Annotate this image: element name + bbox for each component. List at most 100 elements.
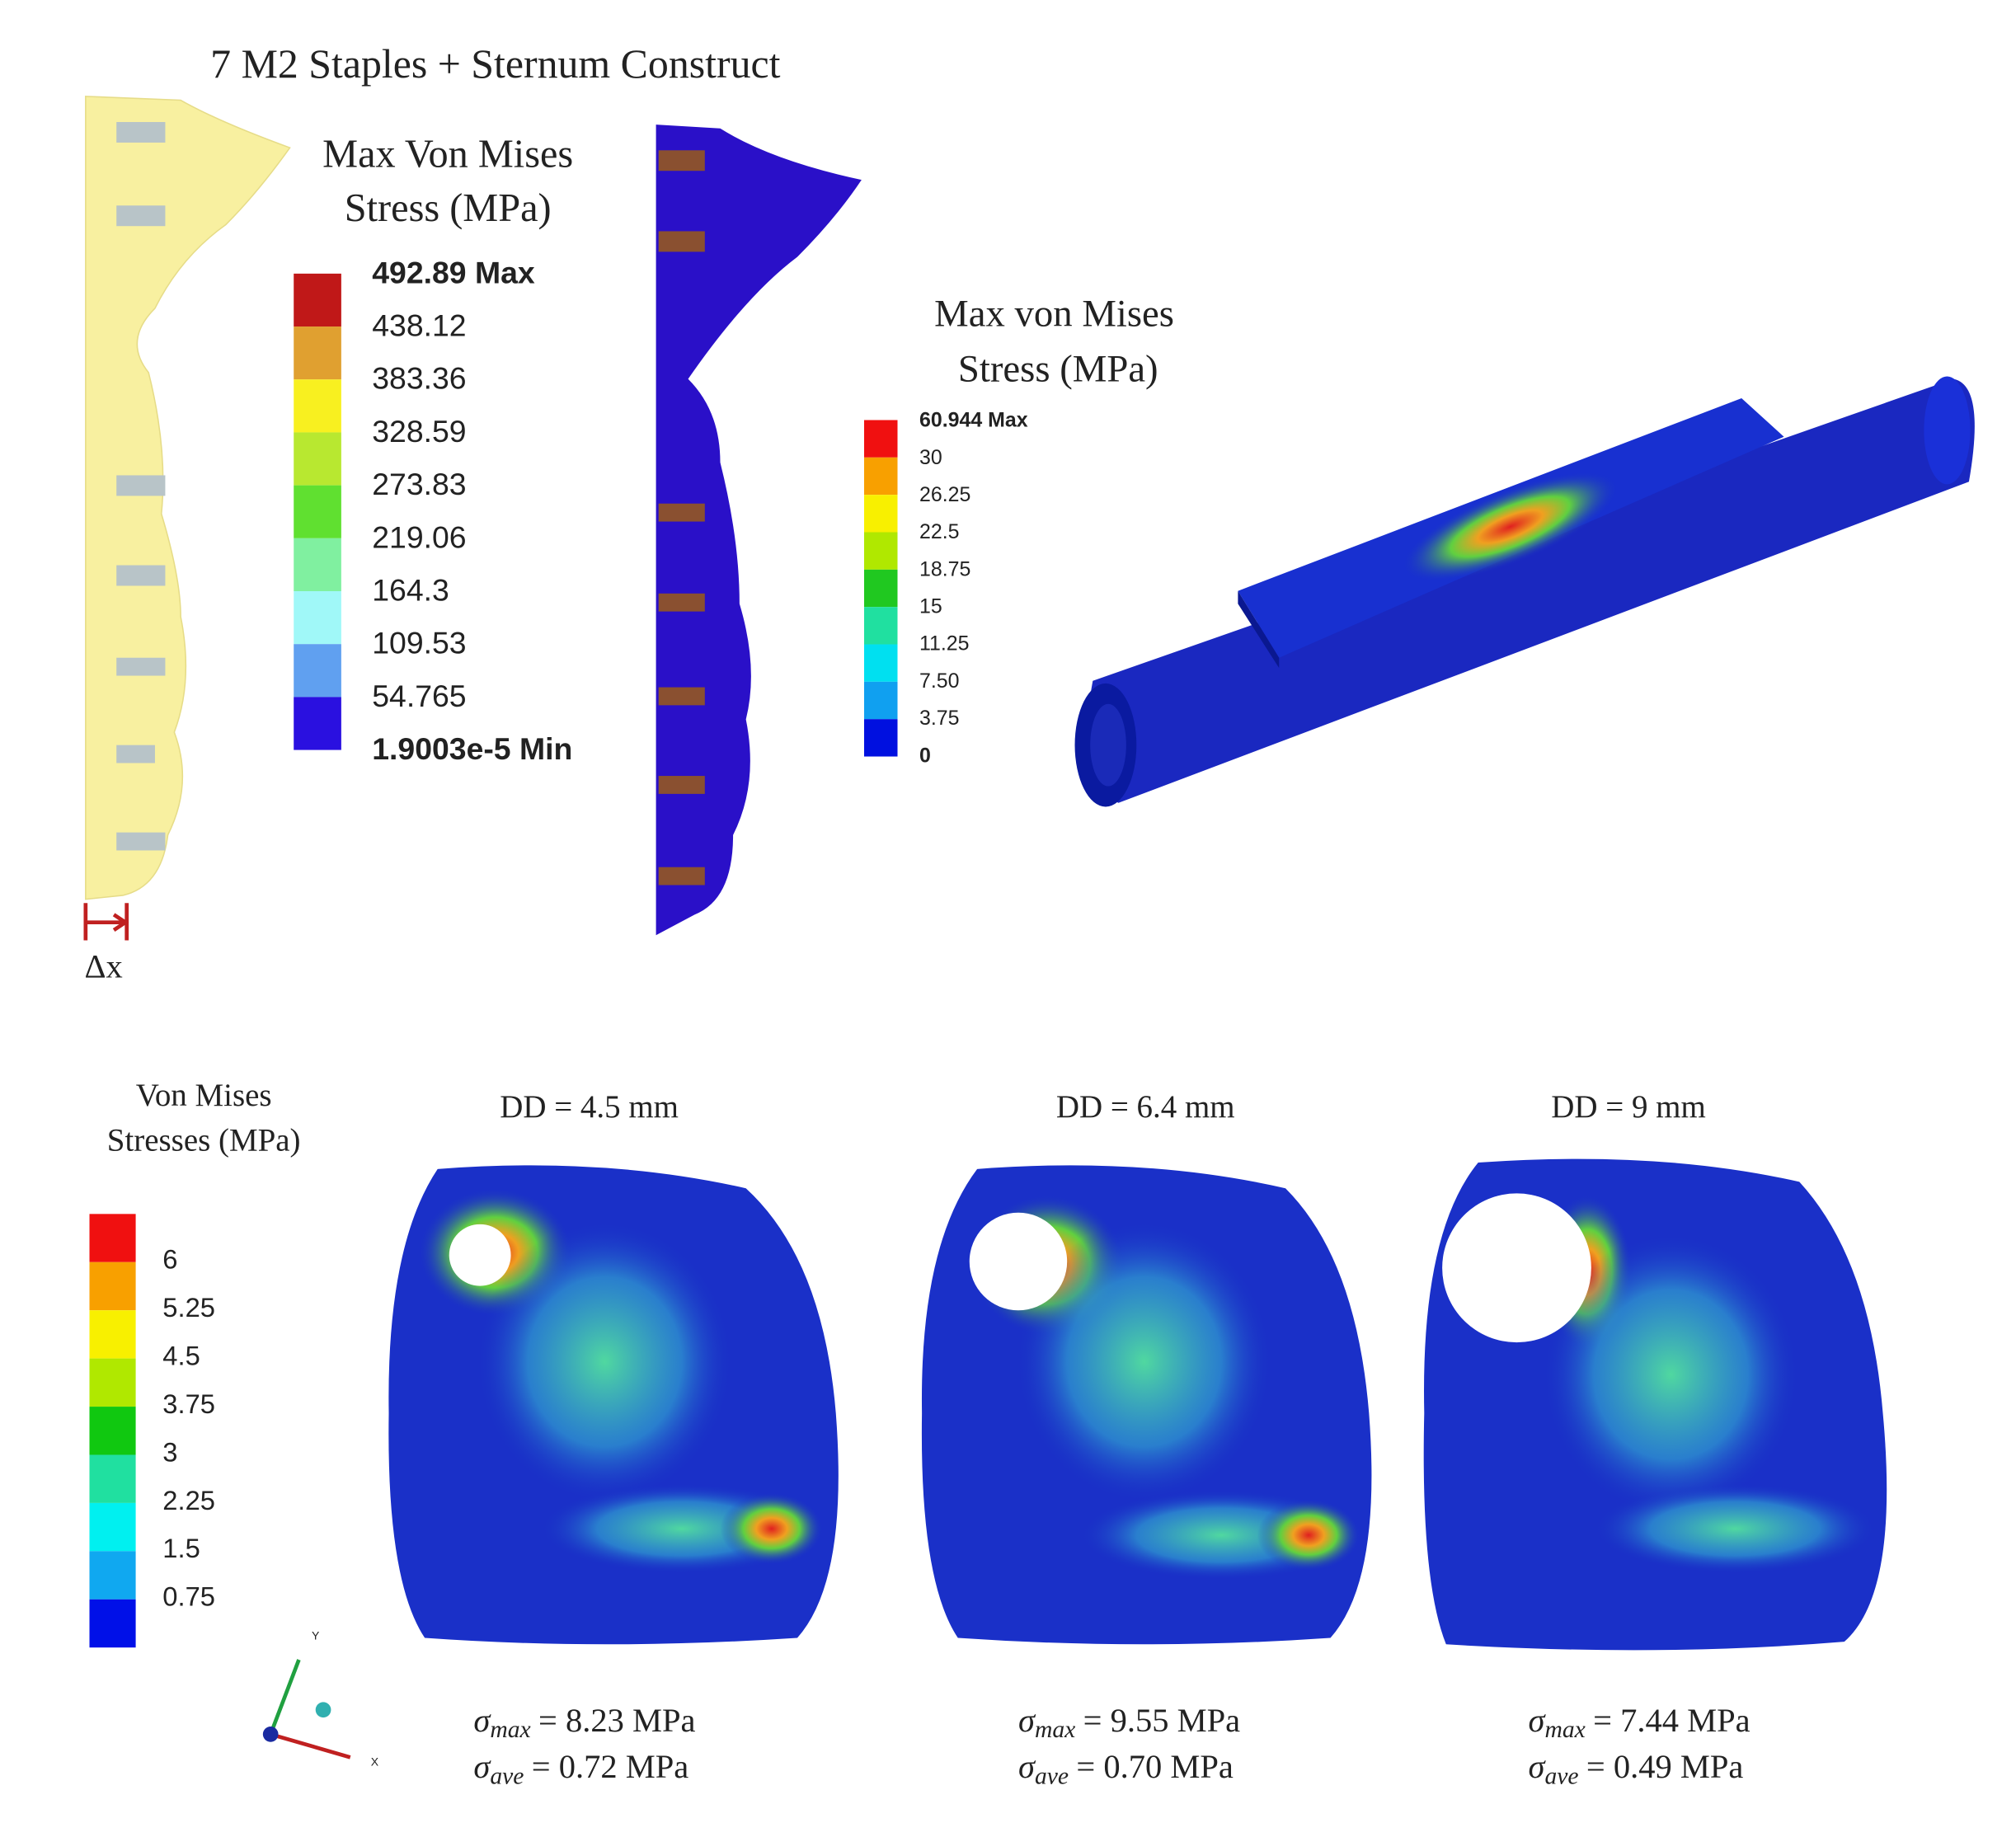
colorbar-label: 273.83 [372, 467, 466, 501]
legend-title: Von Mises [136, 1078, 272, 1113]
subscript: ave [1544, 1763, 1578, 1789]
colorbar-segment [863, 607, 898, 645]
legend-title: Stress (MPa) [958, 348, 1158, 391]
colorbar-label: 3 [162, 1436, 177, 1467]
colorbar-segment [89, 1454, 136, 1503]
sternum-model [85, 96, 291, 900]
colorbar-segment [863, 495, 898, 533]
colorbar-label: 22.5 [919, 520, 959, 543]
colorbar-label: 328.59 [372, 414, 466, 449]
colorbar-segment [863, 719, 898, 757]
stress-result: σmax = 8.23 MPa [473, 1702, 695, 1743]
cross-section-models [388, 1158, 1887, 1651]
colorbar-label: 15 [919, 595, 942, 618]
colorbar-label: 109.53 [372, 626, 466, 660]
subscript: max [1544, 1717, 1585, 1743]
subscript: max [490, 1717, 530, 1743]
colorbar-label: 4.5 [162, 1340, 200, 1370]
colorbar-label: 5.25 [162, 1292, 215, 1323]
colorbar-segment [863, 569, 898, 608]
stress-result: σave = 0.72 MPa [473, 1748, 688, 1789]
legend-title: Max von Mises [934, 293, 1174, 336]
colorbar-label: 11.25 [919, 632, 969, 655]
colorbar-segment [89, 1502, 136, 1552]
colorbar-segment [294, 432, 341, 486]
colorbar-segment [863, 644, 898, 682]
colorbar-label: 60.944 Max [919, 409, 1028, 432]
symbol: σ [1529, 1748, 1547, 1785]
colorbar-label: 3.75 [919, 707, 959, 730]
stress-result: σmax = 9.55 MPa [1018, 1702, 1240, 1743]
colorbar-segment [89, 1599, 136, 1648]
colorbar-segment [294, 644, 341, 698]
colorbar-label: 54.765 [372, 679, 466, 713]
subscript: max [1035, 1717, 1075, 1743]
colorbar-label: 0 [919, 744, 931, 767]
axis-triad [262, 1659, 351, 1759]
colorbar-segment [294, 538, 341, 592]
colorbar-label: 3.75 [162, 1388, 215, 1419]
colorbar-segment [294, 697, 341, 750]
value: = 0.49 MPa [1586, 1748, 1744, 1785]
colorbar-label: 492.89 Max [372, 255, 535, 289]
colorbar-label: 219.06 [372, 519, 466, 554]
colorbar-segment [89, 1551, 136, 1600]
subscript: ave [1035, 1763, 1069, 1789]
colorbar-segment [294, 273, 341, 327]
colorbar-label: 30 [919, 446, 942, 469]
colorbar-segment [294, 327, 341, 380]
colorbar-segment [89, 1358, 136, 1407]
axis-label: X [371, 1755, 379, 1768]
staples [116, 122, 166, 851]
legend-title: Max Von Mises [322, 133, 573, 176]
colorbar-segment [863, 681, 898, 720]
colorbar-segment [89, 1261, 136, 1311]
symbol: σ [1018, 1702, 1036, 1739]
colorbar-label: 1.9003e-5 Min [372, 731, 572, 766]
panel-title: 7 M2 Staples + Sternum Construct [210, 41, 780, 87]
stress-result: σave = 0.49 MPa [1529, 1748, 1744, 1789]
case-title: DD = 6.4 mm [1056, 1089, 1235, 1125]
colorbar-segment [863, 457, 898, 496]
colorbar-label: 7.50 [919, 669, 959, 693]
colorbar-segment [294, 591, 341, 645]
colorbar-segment [89, 1214, 136, 1262]
stress-result: σave = 0.70 MPa [1018, 1748, 1234, 1789]
colorbar-segment [863, 532, 898, 570]
symbol: σ [473, 1702, 491, 1739]
colorbar-segment [294, 485, 341, 538]
colorbar-label: 6 [162, 1244, 177, 1275]
colorbar-segment [294, 379, 341, 433]
colorbar-segment [863, 420, 898, 458]
tube-model [1074, 376, 1975, 807]
colorbar-label: 26.25 [919, 483, 970, 506]
colorbar-label: 18.75 [919, 557, 970, 580]
value: = 9.55 MPa [1083, 1702, 1241, 1739]
colorbar-label: 1.5 [162, 1533, 200, 1563]
colorbar-label: 438.12 [372, 308, 466, 342]
symbol: σ [1018, 1748, 1036, 1785]
colorbar-label: 0.75 [162, 1581, 215, 1612]
sternum-stress-model [656, 125, 862, 936]
value: = 7.44 MPa [1593, 1702, 1750, 1739]
symbol: σ [1529, 1702, 1547, 1739]
legend-title: Stresses (MPa) [107, 1123, 301, 1158]
value: = 0.70 MPa [1076, 1748, 1234, 1785]
stress-result: σmax = 7.44 MPa [1529, 1702, 1750, 1743]
axis-label: Y [312, 1629, 320, 1642]
subscript: ave [490, 1763, 524, 1789]
symbol: σ [473, 1748, 491, 1785]
case-title: DD = 4.5 mm [500, 1089, 679, 1125]
value: = 0.72 MPa [532, 1748, 689, 1785]
delta-label: Δx [84, 948, 122, 985]
colorbar-label: 164.3 [372, 572, 449, 607]
case-title: DD = 9 mm [1551, 1089, 1705, 1125]
colorbar-segment [89, 1407, 136, 1455]
colorbar-segment [89, 1310, 136, 1359]
legend-title: Stress (MPa) [345, 186, 552, 230]
colorbar-label: 2.25 [162, 1485, 215, 1515]
delta-marker [83, 903, 129, 941]
staples [658, 150, 705, 886]
value: = 8.23 MPa [538, 1702, 696, 1739]
